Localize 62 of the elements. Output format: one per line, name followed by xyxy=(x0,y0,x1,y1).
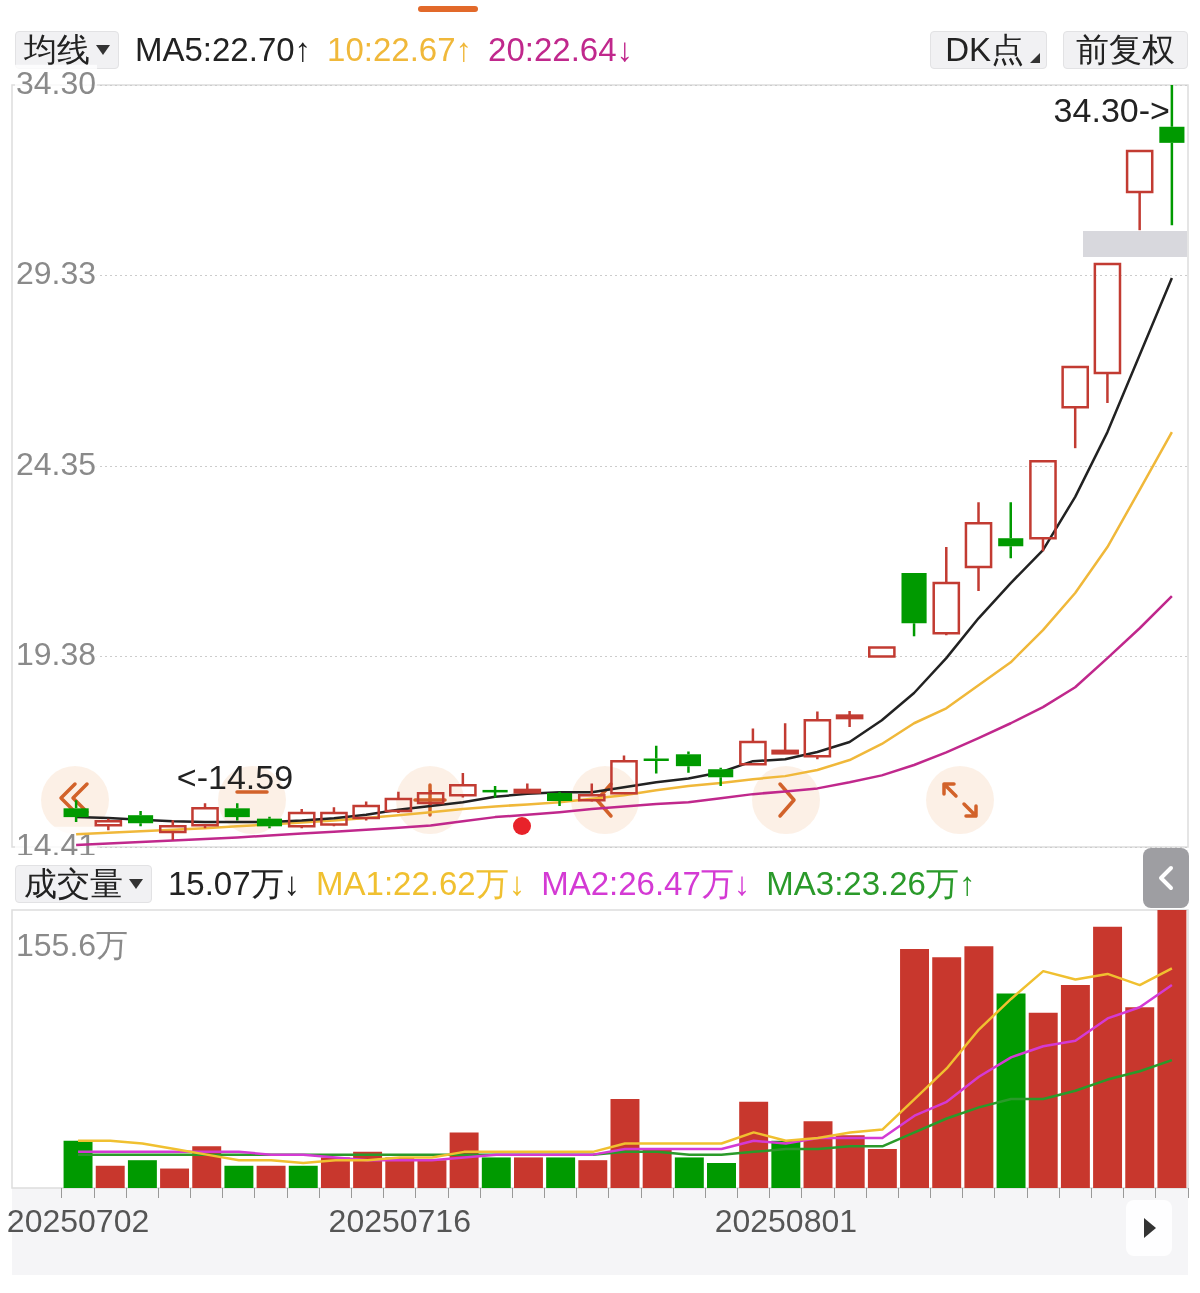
candlestick xyxy=(546,792,573,808)
candlestick xyxy=(513,782,542,794)
text: MA5:22.70↑ xyxy=(135,31,312,69)
text: DK点 xyxy=(945,29,1024,70)
candlestick xyxy=(964,500,993,593)
bar xyxy=(160,1168,190,1188)
candlestick xyxy=(803,710,832,761)
bar xyxy=(63,1140,93,1188)
candlestick xyxy=(1125,149,1154,232)
bar xyxy=(513,1157,543,1188)
bar xyxy=(224,1165,254,1188)
bar xyxy=(1060,985,1090,1188)
x-tick-label: 20250801 xyxy=(714,1203,858,1240)
bar xyxy=(417,1160,447,1188)
text: 15.07万↓ xyxy=(168,863,301,904)
y-tick-label: 24.35 xyxy=(16,446,97,483)
bar xyxy=(900,948,930,1188)
candlestick xyxy=(224,802,250,822)
bar xyxy=(256,1165,286,1188)
candlestick xyxy=(998,500,1024,560)
bar xyxy=(1028,1012,1058,1188)
candlestick xyxy=(128,809,154,828)
bar xyxy=(674,1157,704,1188)
text: 10:22.67↑ xyxy=(327,31,473,69)
candlestick xyxy=(771,722,799,755)
annotation: 155.6万 xyxy=(16,926,129,963)
annotation: <-14.59 xyxy=(176,758,294,797)
bar xyxy=(546,1157,576,1188)
candlestick xyxy=(932,545,961,637)
candlestick xyxy=(835,709,864,729)
bar xyxy=(739,1101,769,1188)
bar xyxy=(867,1149,897,1188)
candlestick xyxy=(1061,365,1090,450)
text: MA3:23.26万↑ xyxy=(766,863,976,904)
bar xyxy=(996,993,1026,1188)
bar xyxy=(95,1165,125,1188)
candlestick xyxy=(675,750,702,774)
bar xyxy=(288,1165,318,1188)
text: 20:22.64↓ xyxy=(488,31,634,69)
text: 前复权 xyxy=(1063,30,1188,69)
bar xyxy=(481,1157,511,1188)
candlestick xyxy=(1093,262,1122,405)
annotation: 34.30-> xyxy=(1053,91,1170,130)
bar xyxy=(964,946,994,1188)
text: 成交量 xyxy=(24,863,123,904)
bar xyxy=(707,1162,736,1188)
bar xyxy=(127,1160,157,1188)
bar xyxy=(1093,926,1123,1188)
bar xyxy=(642,1149,672,1188)
y-tick-label: 14.41 xyxy=(16,826,97,863)
candlestick xyxy=(256,815,283,830)
text: MA1:22.62万↓ xyxy=(316,863,526,904)
x-tick-label: 20250716 xyxy=(328,1203,471,1240)
candlestick xyxy=(384,790,413,815)
bar xyxy=(932,957,962,1188)
bar xyxy=(578,1160,608,1188)
bar xyxy=(1125,1007,1155,1188)
y-tick-label: 29.33 xyxy=(16,255,97,292)
y-tick-label: 19.38 xyxy=(16,636,97,673)
x-tick-label: 20250702 xyxy=(6,1203,150,1240)
candlestick xyxy=(708,766,734,788)
text: MA2:26.47万↓ xyxy=(541,863,751,904)
